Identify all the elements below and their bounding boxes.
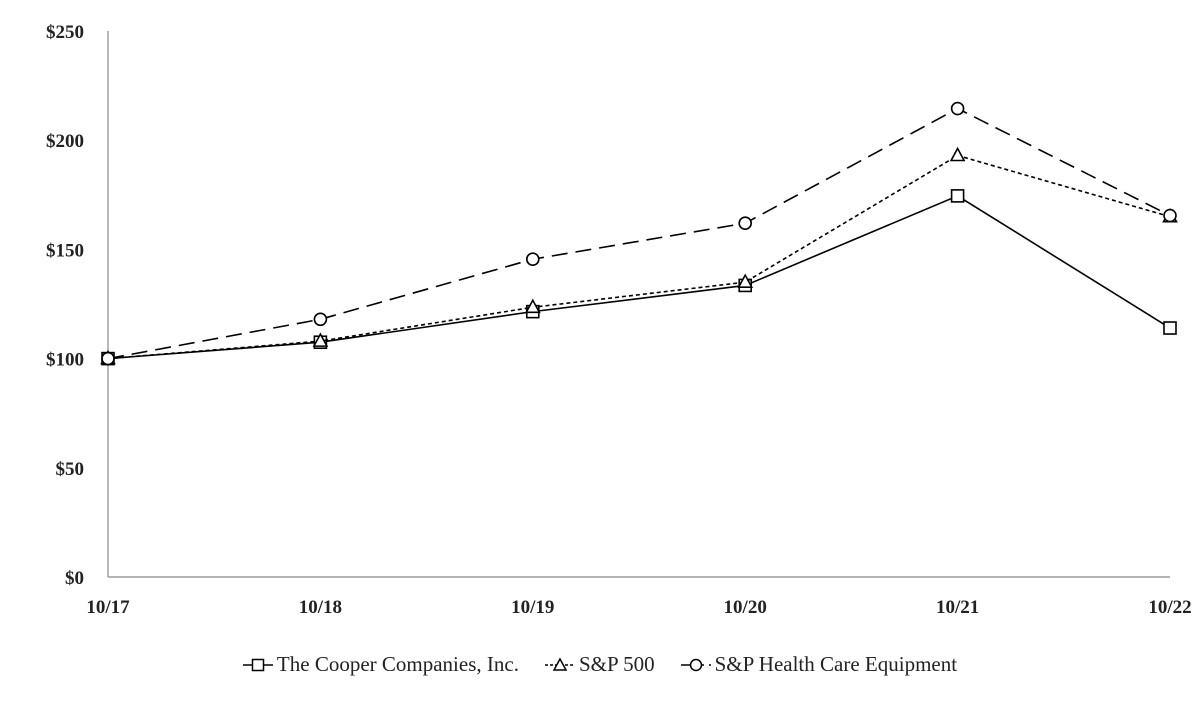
legend-item-sp-health: S&P Health Care Equipment xyxy=(680,652,958,677)
y-tick-label: $250 xyxy=(46,22,84,43)
axes xyxy=(107,31,1170,578)
series-line xyxy=(107,194,1171,360)
legend-item-cooper: The Cooper Companies, Inc. xyxy=(242,652,519,677)
x-axis-ticks: 10/17 10/18 10/19 10/20 10/21 10/22 xyxy=(86,597,1191,618)
legend-item-sp500: S&P 500 xyxy=(544,652,655,677)
data-point-circle xyxy=(525,252,540,267)
data-point-triangle xyxy=(312,332,329,347)
legend-label-sp500: S&P 500 xyxy=(578,652,655,676)
x-tick-label: 10/17 xyxy=(86,597,130,618)
y-tick-label: $0 xyxy=(65,568,84,589)
series-square xyxy=(101,189,1177,366)
data-point-square xyxy=(950,189,965,203)
line-chart: $0$50$100$150$200$250 10/17 10/18 10/19 10/… xyxy=(46,22,1192,618)
legend-circle-marker-icon xyxy=(680,658,711,671)
data-point-circle xyxy=(313,312,328,327)
data-point-triangle xyxy=(524,298,541,314)
legend-square-marker-icon xyxy=(242,658,273,671)
series-circle xyxy=(101,101,1177,366)
series-triangle xyxy=(100,146,1178,365)
y-tick-label: $100 xyxy=(46,350,84,371)
series-line xyxy=(107,107,1171,360)
data-point-triangle xyxy=(737,273,754,288)
series-line xyxy=(107,154,1171,360)
x-tick-label: 10/19 xyxy=(511,597,554,618)
x-tick-label: 10/21 xyxy=(936,597,979,618)
x-tick-label: 10/22 xyxy=(1148,597,1191,618)
data-point-circle xyxy=(1163,208,1177,223)
legend-label-cooper: The Cooper Companies, Inc. xyxy=(276,652,519,676)
y-axis-ticks: $0 $50 $100 $150 $200 $250 xyxy=(46,22,84,589)
data-point-triangle xyxy=(949,146,966,162)
y-tick-label: $150 xyxy=(46,240,84,261)
y-tick-label: $50 xyxy=(56,459,85,480)
x-tick-label: 10/20 xyxy=(724,597,767,618)
series-group xyxy=(100,101,1178,366)
data-point-circle xyxy=(950,101,965,116)
legend-label-sp-health: S&P Health Care Equipment xyxy=(714,652,958,676)
x-tick-label: 10/18 xyxy=(299,597,342,618)
y-tick-label: $200 xyxy=(46,131,84,152)
legend-triangle-marker-icon xyxy=(544,656,575,671)
data-point-square xyxy=(1163,321,1177,335)
data-point-circle xyxy=(738,216,753,230)
legend: The Cooper Companies, Inc. S&P 500 S&P H… xyxy=(0,652,1200,677)
data-point-circle xyxy=(101,351,115,366)
